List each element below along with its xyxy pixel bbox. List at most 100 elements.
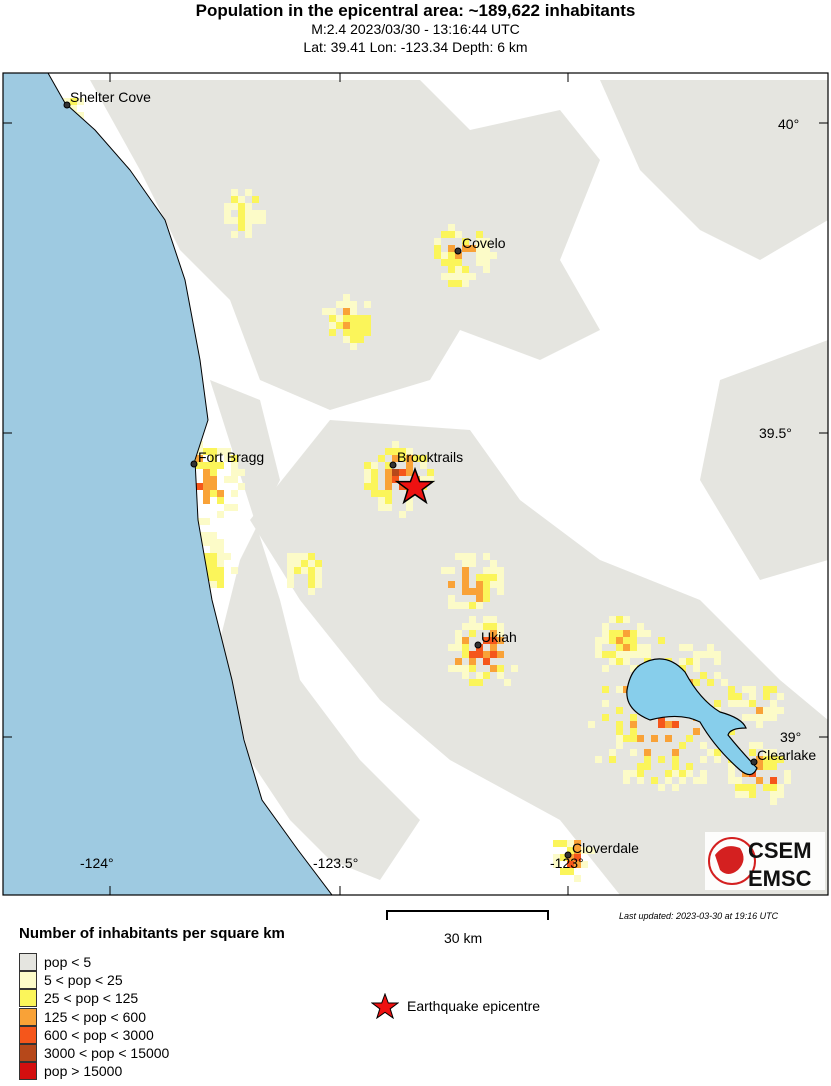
population-cell	[308, 553, 315, 560]
population-cell	[371, 462, 378, 469]
population-cell	[224, 217, 231, 224]
population-cell	[343, 294, 350, 301]
population-cell	[490, 574, 497, 581]
population-cell	[490, 252, 497, 259]
population-cell	[476, 259, 483, 266]
population-cell	[315, 581, 322, 588]
population-cell	[469, 630, 476, 637]
population-cell	[770, 714, 777, 721]
population-cell	[252, 210, 259, 217]
population-cell	[462, 644, 469, 651]
population-cell	[378, 504, 385, 511]
population-cell	[231, 203, 238, 210]
population-cell	[574, 854, 581, 861]
population-cell	[700, 756, 707, 763]
population-cell	[602, 651, 609, 658]
population-cell	[350, 308, 357, 315]
population-cell	[644, 651, 651, 658]
legend-swatch	[19, 953, 37, 971]
population-cell	[630, 714, 637, 721]
population-cell	[616, 630, 623, 637]
population-cell	[231, 504, 238, 511]
population-cell	[630, 728, 637, 735]
population-cell	[672, 784, 679, 791]
population-cell	[490, 637, 497, 644]
population-cell	[630, 770, 637, 777]
population-cell	[441, 567, 448, 574]
population-cell	[224, 203, 231, 210]
population-cell	[770, 749, 777, 756]
population-cell	[238, 217, 245, 224]
population-cell	[462, 672, 469, 679]
population-cell	[693, 777, 700, 784]
population-cell	[385, 462, 392, 469]
population-cell	[462, 238, 469, 245]
population-cell	[406, 462, 413, 469]
population-cell	[567, 854, 574, 861]
population-cell	[287, 553, 294, 560]
population-cell	[364, 469, 371, 476]
population-cell	[434, 245, 441, 252]
population-cell	[371, 490, 378, 497]
population-cell	[455, 266, 462, 273]
population-cell	[448, 567, 455, 574]
population-cell	[630, 644, 637, 651]
population-cell	[350, 315, 357, 322]
lon-label: -123.5°	[313, 855, 358, 871]
population-cell	[483, 658, 490, 665]
legend-item: 25 < pop < 125	[19, 989, 138, 1008]
population-cell	[770, 763, 777, 770]
population-cell	[574, 861, 581, 868]
population-cell	[245, 203, 252, 210]
population-cell	[490, 616, 497, 623]
population-cell	[238, 203, 245, 210]
population-cell	[203, 476, 210, 483]
population-cell	[749, 693, 756, 700]
population-cell	[553, 861, 560, 868]
population-cell	[245, 217, 252, 224]
legend-label: 600 < pop < 3000	[44, 1026, 154, 1043]
population-cell	[728, 693, 735, 700]
legend-epicentre-label: Earthquake epicentre	[407, 998, 541, 1014]
population-cell	[553, 840, 560, 847]
population-cell	[728, 763, 735, 770]
population-cell	[343, 301, 350, 308]
population-cell	[490, 581, 497, 588]
city-ukiah: Ukiah	[474, 629, 517, 649]
clear-lake	[626, 658, 758, 776]
population-cell	[231, 455, 238, 462]
population-cell	[441, 231, 448, 238]
population-cell	[749, 714, 756, 721]
population-cell	[245, 189, 252, 196]
population-cell	[616, 616, 623, 623]
population-cell	[448, 231, 455, 238]
population-cell	[630, 749, 637, 756]
population-cell	[735, 784, 742, 791]
population-cell	[504, 679, 511, 686]
population-cell	[490, 644, 497, 651]
population-cell	[357, 336, 364, 343]
population-cell	[490, 630, 497, 637]
population-cell	[602, 686, 609, 693]
population-cell	[455, 553, 462, 560]
population-cell	[637, 644, 644, 651]
population-cell	[238, 483, 245, 490]
population-cell	[245, 231, 252, 238]
population-cell	[259, 217, 266, 224]
population-cell	[448, 245, 455, 252]
population-cell	[490, 567, 497, 574]
legend-item: pop > 15000	[19, 1062, 122, 1081]
population-cell	[595, 756, 602, 763]
population-cell	[658, 756, 665, 763]
population-cell	[77, 112, 84, 119]
population-cell	[616, 742, 623, 749]
population-cell	[231, 189, 238, 196]
population-cell	[238, 469, 245, 476]
population-cell	[483, 238, 490, 245]
population-cell	[714, 756, 721, 763]
population-cell	[595, 644, 602, 651]
population-cell	[602, 637, 609, 644]
population-cell	[574, 875, 581, 882]
population-cell	[455, 602, 462, 609]
population-cell	[203, 497, 210, 504]
